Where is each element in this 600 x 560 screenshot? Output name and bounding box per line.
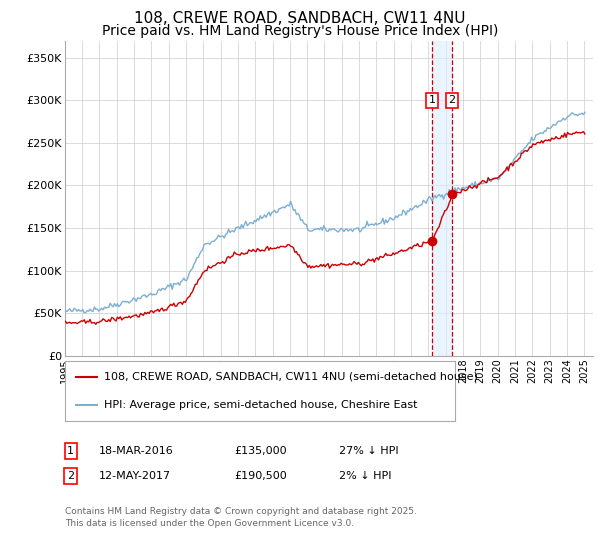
Text: 1: 1 — [428, 95, 436, 105]
Text: 18-MAR-2016: 18-MAR-2016 — [99, 446, 174, 456]
Text: 108, CREWE ROAD, SANDBACH, CW11 4NU: 108, CREWE ROAD, SANDBACH, CW11 4NU — [134, 11, 466, 26]
Text: 12-MAY-2017: 12-MAY-2017 — [99, 471, 171, 481]
Text: 27% ↓ HPI: 27% ↓ HPI — [339, 446, 398, 456]
Bar — [432, 41, 452, 356]
Text: 1: 1 — [67, 446, 74, 456]
Text: HPI: Average price, semi-detached house, Cheshire East: HPI: Average price, semi-detached house,… — [104, 400, 418, 410]
Text: 2: 2 — [448, 95, 455, 105]
Text: Contains HM Land Registry data © Crown copyright and database right 2025.
This d: Contains HM Land Registry data © Crown c… — [65, 507, 416, 528]
Text: £190,500: £190,500 — [234, 471, 287, 481]
Text: 108, CREWE ROAD, SANDBACH, CW11 4NU (semi-detached house): 108, CREWE ROAD, SANDBACH, CW11 4NU (sem… — [104, 372, 478, 382]
Text: £135,000: £135,000 — [234, 446, 287, 456]
Text: Price paid vs. HM Land Registry's House Price Index (HPI): Price paid vs. HM Land Registry's House … — [102, 24, 498, 38]
Text: 2: 2 — [67, 471, 74, 481]
Text: 2% ↓ HPI: 2% ↓ HPI — [339, 471, 391, 481]
